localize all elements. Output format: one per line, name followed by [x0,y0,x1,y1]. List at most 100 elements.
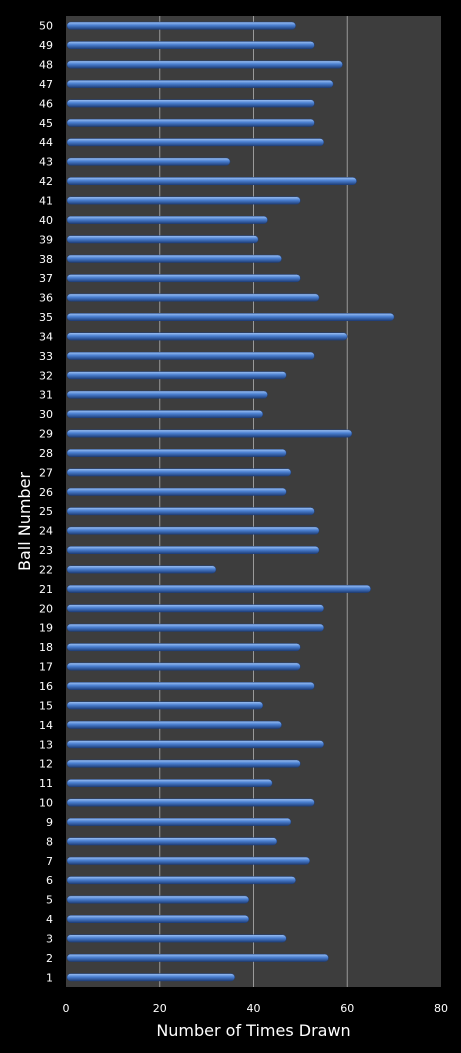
bar-ball-15 [66,701,264,710]
y-tick-label: 39 [39,233,53,246]
bar-ball-34 [66,332,348,341]
bar-ball-41 [66,196,301,205]
y-tick-label: 22 [39,563,53,576]
bar-ball-23 [66,546,320,554]
y-tick-label: 30 [39,408,53,421]
bar-ball-4 [66,915,250,923]
bar-ball-5 [66,895,250,904]
bar-ball-3 [66,934,287,943]
bar-ball-2 [66,953,329,962]
bar-ball-7 [66,856,310,865]
x-tick-label: 20 [153,1002,167,1015]
y-tick-label: 15 [39,699,53,712]
bar-ball-45 [66,118,315,127]
bar-ball-40 [66,215,268,224]
y-tick-label: 36 [39,292,53,305]
x-axis-title: Number of Times Drawn [156,1021,350,1040]
x-tick-labels: 0 20 40 60 80 [63,1002,449,1015]
bar-ball-21 [66,584,371,593]
x-tick-label: 60 [340,1002,354,1015]
y-tick-label: 40 [39,214,53,227]
y-tick-label: 18 [39,641,53,654]
y-tick-label: 27 [39,466,53,479]
bar-ball-19 [66,623,325,632]
bar-ball-37 [66,274,301,283]
y-tick-label: 47 [39,78,53,91]
y-tick-label: 6 [46,874,53,887]
y-tick-label: 46 [39,97,53,110]
y-tick-label: 7 [46,855,53,868]
bar-ball-46 [66,99,315,108]
y-tick-labels: 1234567891011121314151617181920212223242… [39,20,53,985]
y-tick-label: 2 [46,952,53,965]
x-tick-label: 80 [434,1002,448,1015]
y-tick-label: 24 [39,525,53,538]
y-tick-label: 19 [39,622,53,635]
x-tick-label: 40 [247,1002,261,1015]
bar-ball-48 [66,60,343,69]
y-tick-label: 31 [39,389,53,402]
y-tick-label: 23 [39,544,53,557]
bar-ball-14 [66,720,282,729]
bar-ball-39 [66,235,259,244]
bar-ball-49 [66,41,315,50]
y-tick-label: 44 [39,136,53,149]
bar-ball-27 [66,468,292,477]
y-tick-label: 11 [39,777,53,790]
y-tick-label: 38 [39,253,53,266]
bar-ball-47 [66,80,334,88]
bar-ball-33 [66,351,315,360]
bar-ball-22 [66,565,217,574]
y-tick-label: 49 [39,39,53,52]
y-tick-label: 9 [46,816,53,829]
bar-ball-6 [66,876,296,885]
bar-ball-50 [66,21,296,30]
y-tick-label: 45 [39,117,53,130]
bar-ball-9 [66,817,292,826]
y-tick-label: 35 [39,311,53,324]
bar-ball-31 [66,390,268,399]
bar-ball-8 [66,837,278,846]
x-tick-label: 0 [63,1002,70,1015]
bar-ball-29 [66,429,353,438]
bars-group [66,21,395,982]
y-tick-label: 25 [39,505,53,518]
y-tick-label: 10 [39,797,53,810]
y-tick-label: 32 [39,369,53,382]
y-tick-label: 13 [39,738,53,751]
y-tick-label: 37 [39,272,53,285]
y-tick-label: 1 [46,971,53,984]
bar-ball-30 [66,410,264,419]
y-tick-label: 43 [39,156,53,169]
bar-ball-18 [66,643,301,652]
bar-ball-12 [66,759,301,768]
bar-ball-32 [66,371,287,380]
bar-ball-25 [66,507,315,516]
y-tick-label: 29 [39,428,53,441]
bar-ball-16 [66,682,315,690]
bar-ball-35 [66,313,395,321]
bar-ball-26 [66,487,287,496]
y-tick-label: 12 [39,758,53,771]
y-tick-label: 21 [39,583,53,596]
bar-ball-20 [66,604,325,613]
bar-ball-28 [66,449,287,457]
bar-ball-42 [66,177,357,186]
y-tick-label: 34 [39,330,53,343]
y-tick-label: 3 [46,932,53,945]
y-tick-label: 48 [39,59,53,72]
y-axis-title: Ball Number [15,472,34,571]
y-tick-label: 17 [39,661,53,674]
y-tick-label: 8 [46,835,53,848]
bar-ball-38 [66,254,282,263]
y-tick-label: 16 [39,680,53,693]
bar-ball-44 [66,138,325,147]
y-tick-label: 20 [39,602,53,615]
bar-ball-17 [66,662,301,671]
y-tick-label: 26 [39,486,53,499]
bar-ball-36 [66,293,320,302]
bar-ball-1 [66,973,235,982]
y-tick-label: 28 [39,447,53,460]
